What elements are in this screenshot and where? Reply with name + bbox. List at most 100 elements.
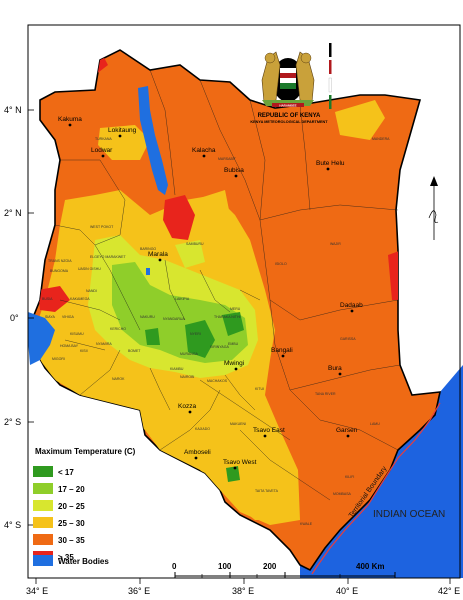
legend-label-0: < 17: [58, 468, 74, 477]
county-label-3: MANDERA: [372, 137, 390, 141]
y-tick-0: 0°: [10, 313, 19, 323]
town-label-10: Bura: [328, 365, 342, 372]
county-boundaries: [54, 69, 401, 501]
county-label-20: NAROK: [112, 377, 125, 381]
county-label-41: NYAMIRA: [96, 342, 112, 346]
county-label-42: HOMA BAY: [60, 344, 79, 348]
legend-label-5: > 35: [58, 553, 74, 562]
county-label-22: NAKURU: [140, 315, 155, 319]
county-label-25: MURANGA: [180, 352, 199, 356]
town-label-5: Bute Helu: [316, 160, 345, 167]
county-label-0: TURKANA: [95, 137, 112, 141]
zone-lt17-aberdares: [185, 320, 215, 358]
county-label-1: MARSABIT: [218, 157, 237, 161]
county-label-15: SAMBURU: [186, 242, 204, 246]
town-dot-12: [263, 434, 267, 438]
county-label-35: BUNGOMA: [50, 269, 69, 273]
zone-lt17-mau: [145, 328, 160, 345]
y-tick-4n: 4° N: [4, 105, 22, 115]
county-label-40: BOMET: [128, 349, 141, 353]
town-dot-14: [194, 456, 198, 460]
county-label-21: KERICHO: [110, 327, 126, 331]
north-arrow-icon: [428, 176, 439, 240]
county-label-13: KWALE: [300, 522, 313, 526]
town-label-1: Kakuma: [58, 116, 82, 123]
zone-25-30-northeast: [335, 100, 385, 140]
ocean-label: INDIAN OCEAN: [373, 509, 445, 520]
town-dot-10: [338, 372, 342, 376]
county-label-39: NANDI: [86, 289, 97, 293]
county-label-7: TANA RIVER: [315, 392, 336, 396]
town-dot-4: [234, 174, 238, 178]
town-dot-8: [281, 354, 285, 358]
county-label-9: KAJIADO: [195, 427, 210, 431]
legend-swatch-water: [33, 555, 53, 566]
county-label-4: ISIOLO: [275, 262, 287, 266]
legend: Maximum Temperature (C) < 17 17 – 20 20 – …: [33, 447, 136, 566]
town-dot-2: [101, 154, 105, 158]
lake-turkana: [138, 86, 168, 195]
motto-text: HARAMBEE: [279, 104, 296, 108]
legend-swatch-4: [33, 534, 53, 545]
county-label-17: LAIKIPIA: [175, 297, 190, 301]
county-label-10: MAKUENI: [230, 422, 246, 426]
town-label-2: Lodwar: [91, 147, 113, 154]
county-label-23: NYANDARUA: [163, 317, 185, 321]
scale-label-100: 100: [218, 562, 232, 571]
town-label-15: Tsavo West: [223, 459, 257, 466]
county-label-36: TRANS NZOIA: [48, 259, 72, 263]
y-tick-4s: 4° S: [4, 520, 21, 530]
zone-gt35-west: [38, 286, 70, 312]
county-label-30: KISII: [80, 349, 88, 353]
agency-title: REPUBLIC OF KENYA: [258, 113, 321, 119]
county-label-12: KILIFI: [345, 475, 354, 479]
x-tick-42e: 42° E: [438, 586, 460, 596]
county-label-27: MACHAKOS: [207, 379, 228, 383]
lake-baringo: [146, 268, 150, 275]
county-label-44: THARAKA NITHI: [214, 315, 240, 319]
county-label-26: KIAMBU: [170, 367, 184, 371]
county-label-6: KITUI: [255, 387, 264, 391]
agency-department: KENYA METEOROLOGICAL DEPARTMENT: [250, 120, 328, 124]
scale-label-0: 0: [172, 562, 177, 571]
town-label-0: Lokitaung: [108, 127, 137, 134]
town-dot-3: [202, 154, 206, 158]
county-label-11: TAITA TAVETA: [255, 489, 279, 493]
legend-label-2: 20 – 25: [58, 502, 85, 511]
legend-swatch-0: [33, 466, 53, 477]
territorial-boundary-line: [311, 402, 441, 575]
county-label-28: NAIROBI: [180, 375, 194, 379]
county-label-37: UASIN GISHU: [78, 267, 101, 271]
county-label-18: MERU: [230, 307, 241, 311]
county-label-2: WAJIR: [330, 242, 341, 246]
county-label-38: ELGEYO MARAKWET: [90, 255, 126, 259]
coat-of-arms: HARAMBEE: [261, 43, 332, 109]
county-label-5: GARISSA: [340, 337, 356, 341]
zone-25-30-kalacha: [200, 190, 230, 222]
county-label-46: MOMBASA: [333, 492, 352, 496]
legend-label-4: 30 – 35: [58, 536, 85, 545]
scale-bar: [174, 572, 396, 578]
legend-label-1: 17 – 20: [58, 485, 85, 494]
county-label-34: KAKAMEGA: [70, 297, 90, 301]
zone-17-20: [112, 262, 248, 363]
town-dot-13: [346, 434, 350, 438]
county-label-29: MIGORI: [52, 357, 65, 361]
town-label-9: Mwingi: [224, 360, 244, 367]
town-label-14: Amboseli: [184, 449, 211, 456]
scale-label-200: 200: [263, 562, 277, 571]
scale-label-400: 400 Km: [356, 562, 384, 571]
y-axis: [28, 109, 34, 526]
town-dot-11: [188, 410, 192, 414]
town-label-4: Bubisa: [224, 167, 244, 174]
county-labels: TURKANA MARSABIT WAJIR MANDERA ISIOLO GARISSA…: [42, 137, 390, 526]
x-tick-36e: 36° E: [128, 586, 150, 596]
zone-25-30-south: [220, 430, 290, 520]
legend-swatch-2: [33, 500, 53, 511]
county-label-31: KISUMU: [70, 332, 84, 336]
town-label-8: Bangali: [271, 347, 293, 354]
county-label-32: SIAYA: [45, 315, 55, 319]
county-label-16: BARINGO: [140, 247, 156, 251]
legend-label-water: Water Bodies: [58, 557, 109, 566]
